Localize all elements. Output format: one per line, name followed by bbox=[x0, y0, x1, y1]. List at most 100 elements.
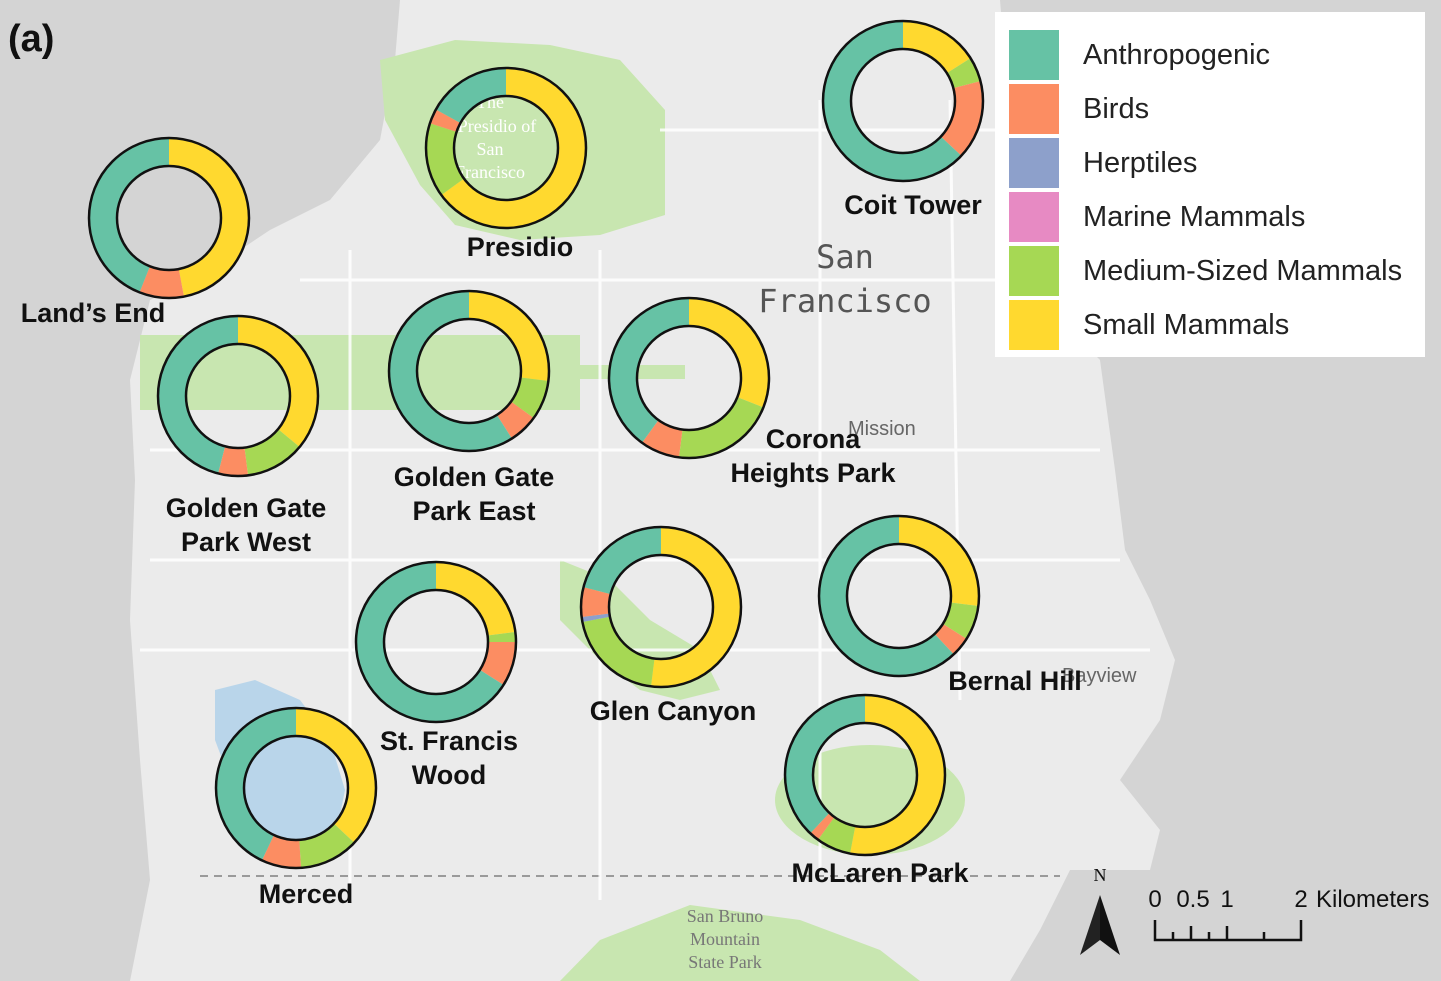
site-label-mclaren-park: McLaren Park bbox=[791, 858, 969, 888]
donut-slice-mclaren-park-small-mammals bbox=[850, 695, 945, 855]
donut-slice-golden-gate-park-west-anthropogenic bbox=[157, 316, 238, 474]
presidio-basemap-line3: San bbox=[477, 139, 504, 159]
presidio-basemap-line2: Presidio of bbox=[458, 116, 537, 136]
legend-item-small-mammals: Small Mammals bbox=[1009, 300, 1289, 350]
site-label-corona-heights-park: Heights Park bbox=[730, 458, 896, 488]
donut-slice-bernal-hill-anthropogenic bbox=[819, 516, 954, 676]
legend-label: Small Mammals bbox=[1083, 308, 1290, 341]
donut-land-s-end: Land’s End bbox=[21, 136, 251, 328]
donut-presidio: Presidio bbox=[424, 66, 588, 262]
site-label-golden-gate-park-east: Golden Gate bbox=[394, 462, 555, 492]
scale-tick-label-1: 1 bbox=[1220, 886, 1233, 913]
donut-outer-ring bbox=[821, 19, 985, 183]
scale-tick-label-2: 2 bbox=[1294, 886, 1307, 913]
donut-outer-ring bbox=[424, 66, 588, 230]
legend-label: Herptiles bbox=[1083, 146, 1198, 179]
donut-slice-st-francis-wood-anthropogenic bbox=[356, 562, 504, 722]
legend-item-anthropogenic: Anthropogenic bbox=[1009, 30, 1270, 80]
donut-outer-ring bbox=[387, 289, 551, 453]
scale-unit-label: Kilometers bbox=[1316, 886, 1429, 913]
donut-slice-corona-heights-park-anthropogenic bbox=[609, 298, 689, 443]
donut-slice-presidio-anthropogenic bbox=[435, 68, 506, 123]
donut-slice-golden-gate-park-east-anthropogenic bbox=[389, 291, 512, 451]
legend-swatch-small-mammals bbox=[1009, 300, 1059, 350]
north-arrow-icon bbox=[1080, 895, 1120, 955]
north-label: N bbox=[1094, 865, 1107, 885]
donut-slice-presidio-medium-sized-mammals bbox=[426, 123, 464, 196]
donut-slice-land-s-end-birds bbox=[139, 266, 184, 298]
donut-outer-ring bbox=[354, 560, 518, 724]
donut-inner-ring bbox=[452, 94, 560, 202]
city-label-line2: Francisco bbox=[758, 282, 931, 320]
site-label-land-s-end: Land’s End bbox=[21, 298, 166, 328]
donut-golden-gate-park-west: Golden Gate Park West bbox=[156, 314, 326, 557]
donut-slice-presidio-small-mammals bbox=[441, 68, 586, 228]
site-label-corona-heights-park: Corona bbox=[766, 424, 861, 454]
legend-label: Marine Mammals bbox=[1083, 200, 1306, 233]
legend-swatch-marine-mammals bbox=[1009, 192, 1059, 242]
legend-swatch-birds bbox=[1009, 84, 1059, 134]
donut-slice-mclaren-park-anthropogenic bbox=[785, 695, 865, 834]
donut-inner-ring bbox=[607, 553, 715, 661]
donut-st-francis-wood: St. Francis Wood bbox=[354, 560, 518, 790]
donut-slice-glen-canyon-small-mammals bbox=[650, 527, 741, 687]
donut-inner-ring bbox=[242, 734, 350, 842]
donut-slice-st-francis-wood-birds bbox=[479, 642, 516, 685]
site-label-st-francis-wood: Wood bbox=[412, 760, 486, 790]
donut-inner-ring bbox=[184, 342, 292, 450]
scale-tick-label-0: 0 bbox=[1148, 886, 1161, 913]
donut-slice-bernal-hill-birds bbox=[934, 623, 967, 655]
legend-item-herptiles: Herptiles bbox=[1009, 138, 1197, 188]
donut-coit-tower: Coit Tower bbox=[821, 19, 985, 220]
donut-outer-ring bbox=[87, 136, 251, 300]
donut-outer-ring bbox=[214, 706, 378, 870]
donut-slice-glen-canyon-medium-sized-mammals bbox=[582, 616, 655, 687]
donut-slice-merced-anthropogenic bbox=[216, 708, 296, 861]
scale-bar: 0 0.5 1 2 Kilometers bbox=[1148, 886, 1429, 942]
sanbruno-line1: San Bruno bbox=[687, 906, 764, 926]
donut-slice-land-s-end-small-mammals bbox=[169, 138, 250, 297]
donut-slice-glen-canyon-birds bbox=[580, 587, 611, 618]
donut-slice-glen-canyon-herptiles bbox=[581, 613, 610, 622]
donut-slice-presidio-birds bbox=[429, 109, 461, 132]
donut-inner-ring bbox=[635, 324, 743, 432]
donut-slice-golden-gate-park-west-small-mammals bbox=[238, 316, 318, 447]
site-label-coit-tower: Coit Tower bbox=[844, 190, 982, 220]
donut-inner-ring bbox=[845, 542, 953, 650]
donut-slice-merced-medium-sized-mammals bbox=[299, 823, 355, 868]
site-label-glen-canyon: Glen Canyon bbox=[590, 696, 757, 726]
donut-glen-canyon: Glen Canyon bbox=[579, 525, 757, 726]
donut-slice-bernal-hill-medium-sized-mammals bbox=[942, 602, 979, 639]
donut-inner-ring bbox=[849, 47, 957, 155]
donut-inner-ring bbox=[415, 317, 523, 425]
legend: Anthropogenic Birds Herptiles Marine Mam… bbox=[995, 12, 1425, 357]
bayview-label: Bayview bbox=[1062, 665, 1137, 687]
city-label-line1: San bbox=[816, 238, 874, 276]
donut-slice-st-francis-wood-small-mammals bbox=[436, 562, 516, 636]
donut-slice-merced-small-mammals bbox=[296, 708, 377, 843]
sanbruno-line3: State Park bbox=[688, 952, 762, 972]
donut-bernal-hill: Bernal Hill bbox=[817, 514, 1082, 696]
donut-mclaren-park: McLaren Park bbox=[783, 693, 970, 888]
legend-label: Medium-Sized Mammals bbox=[1083, 254, 1403, 287]
donut-outer-ring bbox=[817, 514, 981, 678]
donut-inner-ring bbox=[811, 721, 919, 829]
donut-slice-coit-tower-medium-sized-mammals bbox=[946, 58, 981, 89]
site-label-st-francis-wood: St. Francis bbox=[380, 726, 518, 756]
legend-item-medium-mammals: Medium-Sized Mammals bbox=[1009, 246, 1402, 296]
site-label-golden-gate-park-east: Park East bbox=[412, 496, 535, 526]
scale-tick-label-05: 0.5 bbox=[1176, 886, 1209, 913]
donut-charts: Coit Tower Presidio Land’s End Golden Gate P… bbox=[21, 19, 1082, 909]
donut-slice-mclaren-park-birds bbox=[810, 812, 835, 840]
donut-slice-golden-gate-park-west-medium-sized-mammals bbox=[244, 429, 300, 476]
donut-golden-gate-park-east: Golden Gate Park East bbox=[387, 289, 555, 526]
donut-outer-ring bbox=[783, 693, 947, 857]
donut-inner-ring bbox=[382, 588, 490, 696]
site-label-merced: Merced bbox=[259, 879, 354, 909]
donut-slice-st-francis-wood-medium-sized-mammals bbox=[487, 631, 516, 642]
donut-slice-glen-canyon-anthropogenic bbox=[583, 527, 661, 595]
legend-swatch-medium-mammals bbox=[1009, 246, 1059, 296]
donut-outer-ring bbox=[156, 314, 320, 478]
donut-slice-coit-tower-birds bbox=[940, 81, 984, 156]
